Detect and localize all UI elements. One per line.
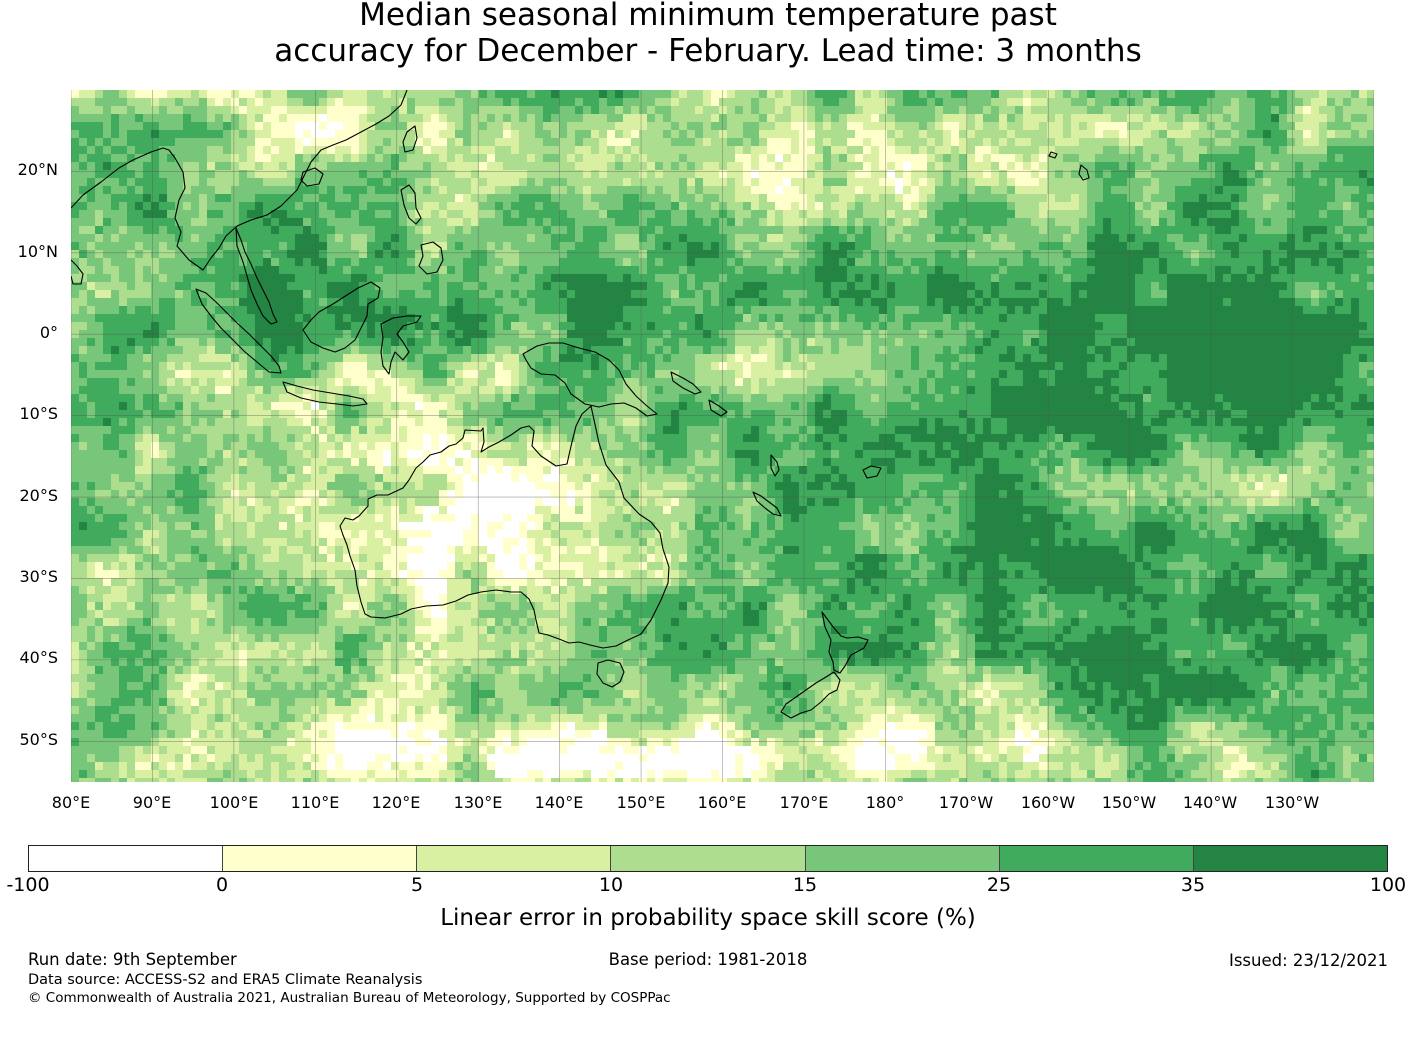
coast-taiwan (402, 125, 418, 153)
coast-java (282, 381, 368, 407)
coast-hainan (300, 167, 324, 187)
coast-new-guinea (522, 342, 658, 417)
coast-hawaii (1048, 151, 1090, 181)
colorbar-tick-label: 5 (410, 874, 424, 896)
coast-sri-lanka (71, 259, 84, 285)
coast-vanuatu (770, 454, 780, 477)
lon-label-160w: 160°W (1020, 793, 1076, 812)
lon-label-130w: 130°W (1264, 793, 1320, 812)
lon-label-130e: 130°E (453, 793, 503, 812)
coast-new-zealand-north (821, 611, 869, 674)
skill-score-map (71, 90, 1374, 782)
lon-label-80e: 80°E (51, 793, 91, 812)
colorbar-tick-label: 10 (598, 874, 624, 896)
coast-solomon-islands (670, 371, 728, 417)
colorbar-tick-label: 35 (1180, 874, 1206, 896)
colorbar (28, 845, 1388, 872)
run-date: Run date: 9th September (28, 950, 237, 969)
lon-label-140e: 140°E (534, 793, 584, 812)
coastlines (71, 90, 1090, 719)
coast-indochina (71, 90, 408, 271)
coast-philippines-luzon (400, 184, 422, 225)
colorbar-segment-3 (417, 846, 612, 871)
lat-label-20s: 20°S (19, 486, 58, 505)
colorbar-segment-1 (29, 846, 224, 871)
coast-philippines-mindanao (418, 241, 444, 275)
lat-label-10s: 10°S (19, 404, 58, 423)
copyright-notice: © Commonwealth of Australia 2021, Austra… (28, 990, 671, 1006)
coast-new-caledonia (752, 491, 782, 517)
lat-label-30s: 30°S (19, 567, 58, 586)
lon-label-170w: 170°W (938, 793, 994, 812)
lat-label-10n: 10°N (17, 242, 58, 261)
colorbar-segment-4 (611, 846, 806, 871)
graticule (71, 90, 1374, 782)
coast-fiji (862, 465, 882, 479)
lat-label-20n: 20°N (17, 160, 58, 179)
lat-label-50s: 50°S (19, 730, 58, 749)
coast-borneo (302, 281, 381, 353)
coast-malay-peninsula (235, 227, 278, 325)
lon-label-100e: 100°E (209, 793, 259, 812)
colorbar-tick-label: 25 (986, 874, 1012, 896)
colorbar-segment-7 (1193, 846, 1387, 871)
lon-label-120e: 120°E (371, 793, 421, 812)
colorbar-tick-label: 0 (215, 874, 229, 896)
lon-label-90e: 90°E (132, 793, 172, 812)
colorbar-segment-6 (999, 846, 1194, 871)
coast-sumatra (195, 288, 282, 374)
base-period: Base period: 1981-2018 (608, 950, 808, 969)
lon-label-150e: 150°E (616, 793, 666, 812)
lon-label-140w: 140°W (1182, 793, 1238, 812)
coast-tasmania (596, 659, 625, 688)
lat-label-40s: 40°S (19, 648, 58, 667)
colorbar-tick-label: 100 (1369, 874, 1407, 896)
map-title-line-2: accuracy for December - February. Lead t… (274, 33, 1142, 69)
lon-label-170e: 170°E (779, 793, 829, 812)
coast-sulawesi (380, 315, 422, 375)
colorbar-tick-label: -100 (6, 874, 50, 896)
colorbar-segment-2 (223, 846, 418, 871)
lon-label-150w: 150°W (1101, 793, 1157, 812)
map-title-line-1: Median seasonal minimum temperature past (359, 0, 1057, 33)
coast-new-zealand-south (780, 671, 841, 719)
colorbar-segment-5 (805, 846, 1000, 871)
issued-date: Issued: 23/12/2021 (1228, 951, 1388, 970)
data-source: Data source: ACCESS-S2 and ERA5 Climate … (28, 972, 423, 988)
colorbar-label: Linear error in probability space skill … (440, 905, 976, 931)
lat-label-0: 0° (39, 323, 58, 342)
lon-label-180: 180° (865, 793, 905, 812)
colorbar-tick-label: 15 (792, 874, 818, 896)
lon-label-110e: 110°E (290, 793, 340, 812)
lon-label-160e: 160°E (697, 793, 747, 812)
coast-australia (339, 405, 670, 649)
